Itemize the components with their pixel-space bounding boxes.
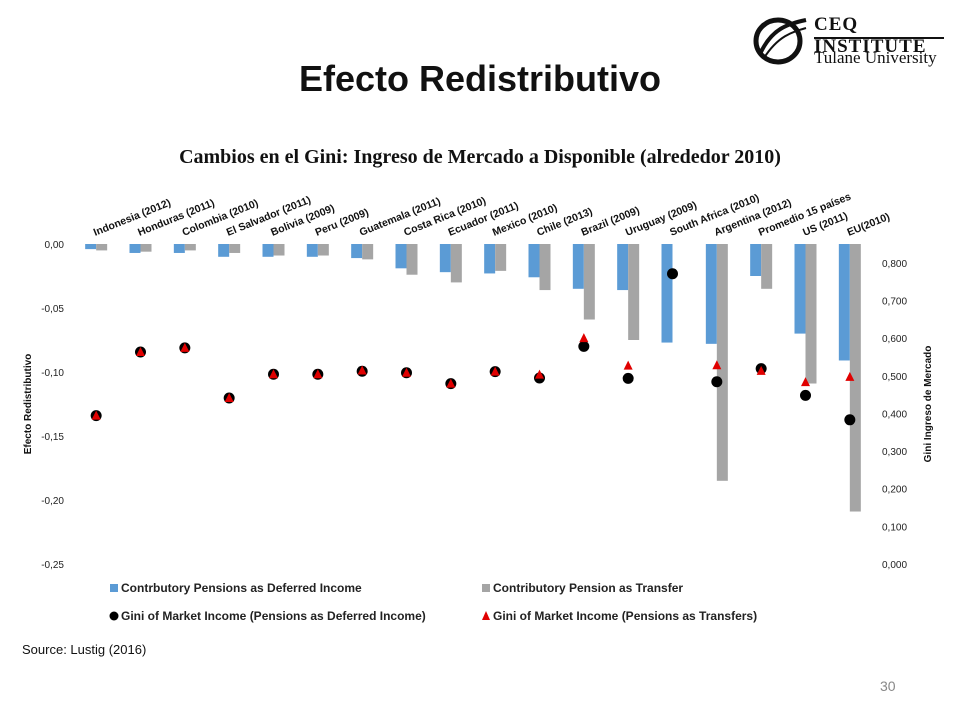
bar-deferred-income (351, 244, 363, 259)
marker-gini-transfer (402, 367, 411, 377)
bar-deferred-income (794, 244, 806, 334)
marker-gini-transfer (756, 365, 766, 375)
bar-deferred-income (750, 244, 762, 276)
bar-deferred-income (262, 244, 274, 257)
y2-tick-label: 0,300 (882, 447, 907, 458)
marker-gini-transfer (712, 360, 722, 370)
y-tick-label: -0,05 (41, 304, 64, 315)
bar-transfer (583, 244, 595, 320)
category-label: EU(2010) (845, 211, 891, 239)
bar-transfer (140, 244, 152, 252)
marker-gini-transfer (446, 378, 456, 388)
bar-transfer (805, 244, 817, 384)
marker-gini-deferred (578, 340, 590, 352)
marker-gini-transfer (313, 369, 323, 379)
legend-swatch (482, 611, 490, 620)
bar-transfer (317, 244, 329, 256)
y2-tick-label: 0,600 (882, 334, 907, 345)
bar-transfer (362, 244, 374, 260)
marker-gini-deferred (622, 372, 634, 384)
bar-deferred-income (528, 244, 540, 278)
bar-transfer (628, 244, 640, 340)
marker-gini-transfer (136, 347, 145, 357)
legend-label: Contributory Pension as Transfer (493, 581, 683, 595)
bar-deferred-income (838, 244, 850, 361)
logo-divider (814, 37, 944, 39)
legend-swatch (110, 584, 118, 592)
bar-deferred-income (661, 244, 673, 343)
bar-transfer (450, 244, 462, 283)
bar-deferred-income (395, 244, 407, 269)
slide-title: Efecto Redistributivo (298, 58, 662, 99)
source-note: Source: Lustig (2016) (22, 642, 147, 657)
chart-title: Cambios en el Gini: Ingreso de Mercado a… (179, 146, 781, 168)
bar-transfer (761, 244, 773, 289)
y2-tick-label: 0,200 (882, 485, 907, 496)
marker-gini-transfer (224, 392, 234, 402)
bar-deferred-income (617, 244, 629, 291)
bar-transfer (406, 244, 418, 275)
legend-swatch (482, 584, 490, 592)
bar-transfer (539, 244, 551, 291)
bar-transfer (229, 244, 241, 253)
y-tick-label: -0,15 (41, 432, 64, 443)
marker-gini-deferred (844, 414, 856, 426)
bar-deferred-income (306, 244, 318, 257)
bar-transfer (495, 244, 507, 271)
legend-label: Contrbutory Pensions as Deferred Income (121, 581, 362, 595)
bar-deferred-income (218, 244, 230, 257)
y2-tick-label: 0,400 (882, 409, 907, 420)
bar-transfer (96, 244, 108, 251)
legend-swatch (109, 611, 119, 621)
y-tick-label: -0,25 (41, 560, 64, 571)
ceq-swirl-logo-icon (753, 17, 807, 65)
bar-deferred-income (85, 244, 97, 250)
bar-deferred-income (173, 244, 185, 253)
bar-transfer (184, 244, 196, 251)
bar-deferred-income (129, 244, 141, 253)
marker-gini-transfer (269, 369, 278, 379)
y2-tick-label: 0,800 (882, 259, 907, 270)
y-axis-title: Efecto Redistributivo (23, 354, 34, 455)
y2-tick-label: 0,700 (882, 296, 907, 307)
marker-gini-deferred (667, 268, 678, 280)
bar-transfer (716, 244, 728, 481)
marker-gini-deferred (711, 376, 723, 388)
bar-deferred-income (439, 244, 451, 273)
y-tick-label: -0,10 (41, 368, 64, 379)
y2-axis-title: Gini Ingreso de Mercado (923, 346, 934, 463)
marker-gini-transfer (490, 366, 500, 376)
bar-deferred-income (572, 244, 584, 289)
y2-tick-label: 0,000 (882, 560, 907, 571)
marker-gini-transfer (845, 371, 855, 381)
legend-label: Gini of Market Income (Pensions as Trans… (493, 609, 757, 623)
marker-gini-deferred (800, 389, 811, 401)
y-tick-label: -0,20 (41, 496, 64, 507)
logo-university-name: Tulane University (814, 48, 937, 67)
bar-transfer (273, 244, 285, 256)
marker-gini-transfer (623, 360, 633, 370)
y2-tick-label: 0,500 (882, 372, 907, 383)
logo-institute-name: CEQ INSTITUTE (814, 14, 927, 57)
y-tick-label: 0,00 (45, 240, 65, 251)
marker-gini-transfer (579, 333, 589, 343)
y2-tick-label: 0,100 (882, 522, 907, 533)
marker-gini-transfer (91, 410, 101, 420)
marker-gini-transfer (180, 342, 190, 352)
legend-label: Gini of Market Income (Pensions as Defer… (121, 609, 426, 623)
marker-gini-transfer (357, 365, 367, 375)
bar-deferred-income (484, 244, 496, 274)
bar-deferred-income (705, 244, 717, 344)
page-number: 30 (880, 678, 896, 694)
bar-transfer (849, 244, 861, 512)
marker-gini-transfer (535, 369, 544, 379)
marker-gini-transfer (801, 377, 810, 387)
ceq-logo: CEQ INSTITUTE Tulane University (752, 12, 952, 68)
